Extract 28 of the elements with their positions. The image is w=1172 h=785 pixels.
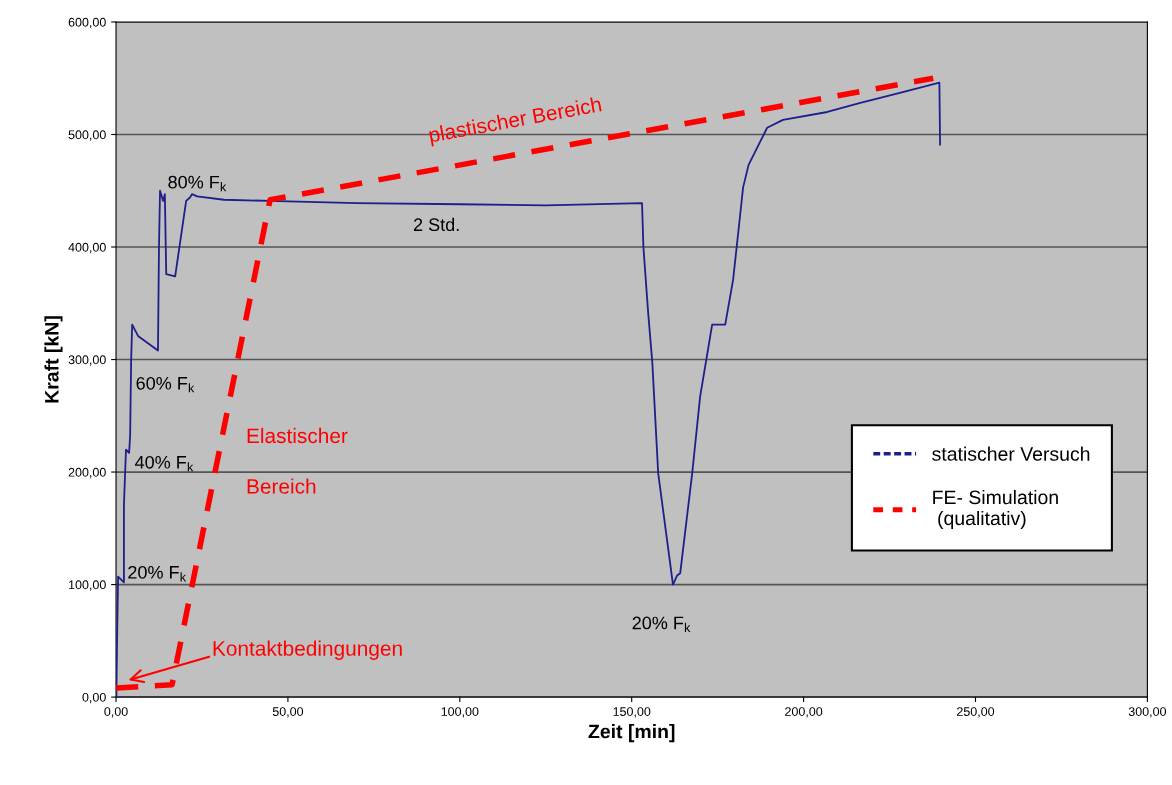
y-tick-label: 500,00 [68, 130, 106, 141]
x-tick-label: 300,00 [1128, 707, 1167, 718]
annotation: plastischer Bereich [428, 96, 603, 147]
annotation: 2 Std. [413, 217, 459, 232]
x-tick-label: 200,00 [785, 707, 823, 718]
y-tick-label: 400,00 [68, 242, 106, 254]
x-tick-label: 50,00 [272, 707, 304, 718]
legend-label: FE- Simulation (qualitativ) [933, 489, 1058, 530]
annotation: 80% F$_{k}$ [168, 175, 227, 192]
x-tick-label: 250,00 [957, 707, 995, 718]
x-tick-label: 0,00 [104, 707, 128, 718]
annotation: 40% F$_{k}$ [135, 455, 194, 472]
annotation: 60% F$_{k}$ [136, 376, 195, 393]
x-tick-label: 100,00 [441, 707, 479, 718]
annotation: Kontaktbedingungen [213, 640, 402, 660]
annotation: 20% F$_{k}$ [632, 616, 691, 633]
y-tick-label: 200,00 [68, 467, 106, 479]
y-tick-label: 100,00 [69, 580, 106, 591]
y-tick-label: 300,00 [68, 355, 106, 366]
x-tick-label: 150,00 [613, 707, 651, 718]
annotation: 20% F$_{k}$ [128, 565, 187, 582]
annotation: Elastischer [247, 427, 348, 444]
y-tick-label: 600,00 [68, 17, 106, 29]
y-axis-title: Kraft [kN] [44, 316, 63, 403]
x-axis-title: Zeit [min] [588, 724, 675, 743]
y-tick-label: 0,00 [82, 692, 106, 704]
legend-label: statischer Versuch [932, 446, 1090, 461]
annotation: Bereich [247, 478, 316, 494]
